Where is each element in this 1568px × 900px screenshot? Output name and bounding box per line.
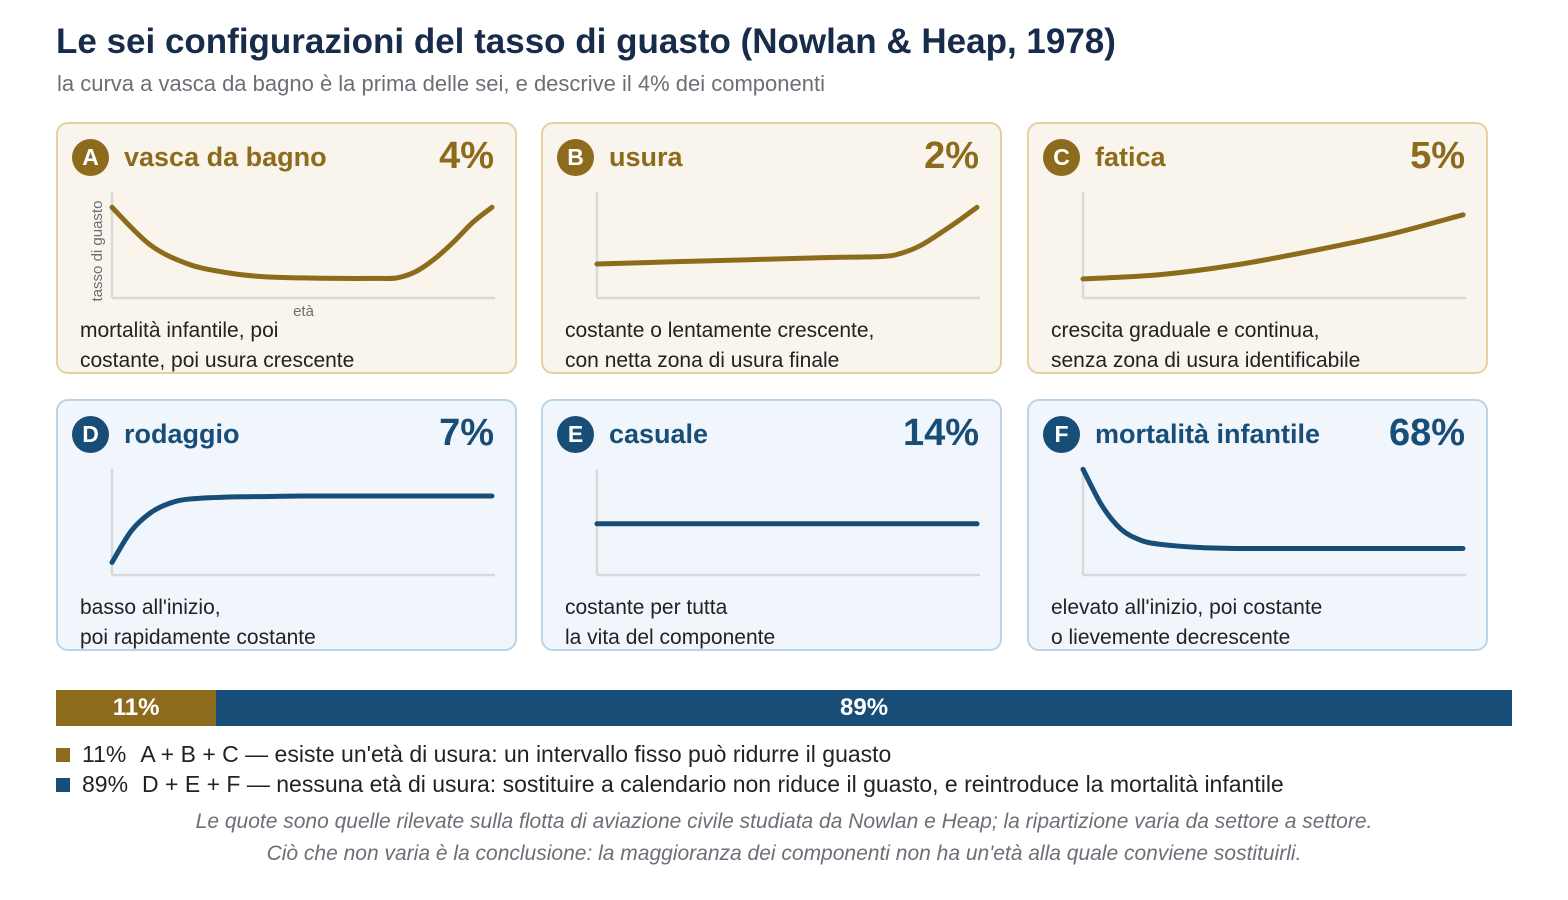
legend-swatch-no-wear — [56, 777, 70, 792]
description-line: costante o lentamente crescente, — [565, 319, 875, 342]
legend-swatch-wear — [56, 747, 70, 762]
panel-plot — [594, 469, 980, 577]
summary-bar-segment-wear: 11% — [56, 690, 217, 726]
panel-name-usura: usura — [609, 142, 683, 172]
panel-plot — [1080, 466, 1466, 577]
panel-plot: tasso di guasto età — [89, 192, 495, 320]
failure-rate-curve — [109, 493, 495, 565]
legend-item-wear: 11% A + B + C — esiste un'età di usura: … — [56, 741, 891, 768]
description-line: con netta zona di usura finale — [565, 349, 840, 372]
panel-letter-badge: F — [1043, 416, 1080, 453]
description-line: senza zona di usura identificabile — [1051, 349, 1361, 372]
x-axis-label: età — [293, 303, 315, 320]
summary-bar: 11% 89% — [56, 690, 1512, 726]
description-line: mortalità infantile, poi — [80, 319, 279, 342]
panel-description: costante o lentamente crescente, con nett… — [565, 316, 874, 376]
legend-item-no-wear: 89% D + E + F — nessuna età di usura: so… — [56, 771, 1284, 798]
panel-name-casuale: casuale — [609, 419, 709, 449]
description-line: costante per tutta — [565, 596, 728, 619]
panel-share: 68% — [1388, 412, 1465, 454]
panel-name-vasca-da-bagno: vasca da bagno — [124, 142, 327, 172]
footnote-2: Ciò che non varia è la conclusione: la m… — [266, 842, 1302, 865]
description-line: la vita del componente — [565, 626, 776, 649]
legend-text-wear: A + B + C — esiste un'età di usura: un i… — [140, 741, 892, 767]
legend-pct-no-wear: 89% — [82, 771, 129, 797]
summary-bar-segment-no-wear: 89% — [216, 690, 1512, 726]
failure-rate-curve — [109, 204, 495, 282]
panel-name-mortalita-infantile: mortalità infantile — [1095, 419, 1321, 449]
page-title: Le sei configurazioni del tasso di guast… — [56, 22, 1116, 61]
description-line: elevato all'inizio, poi costante — [1051, 596, 1323, 619]
panel-share: 5% — [1410, 135, 1465, 177]
panel-name-rodaggio: rodaggio — [124, 419, 240, 449]
panel-letter-badge: B — [557, 139, 594, 176]
panel-description: costante per tutta la vita del componente — [565, 593, 775, 653]
description-line: basso all'inizio, — [80, 596, 221, 619]
panel-share: 2% — [924, 135, 979, 177]
panel-description: elevato all'inizio, poi costante o lievem… — [1051, 593, 1322, 653]
footnote-1: Le quote sono quelle rilevate sulla flot… — [195, 810, 1373, 833]
page-subtitle: la curva a vasca da bagno è la prima del… — [57, 71, 825, 96]
panel-share: 4% — [439, 135, 494, 177]
y-axis-label: tasso di guasto — [89, 201, 106, 302]
panel-share: 7% — [439, 412, 494, 454]
panel-description: basso all'inizio, poi rapidamente costant… — [80, 593, 316, 653]
panel-name-fatica: fatica — [1095, 142, 1166, 172]
panel-description: mortalità infantile, poi costante, poi us… — [80, 316, 354, 376]
description-line: costante, poi usura crescente — [80, 349, 355, 372]
panel-letter-badge: A — [72, 139, 109, 176]
legend-pct-wear: 11% — [82, 741, 127, 767]
panel-plot — [594, 192, 980, 300]
panel-letter-badge: E — [557, 416, 594, 453]
description-line: poi rapidamente costante — [80, 626, 316, 649]
panel-plot — [109, 469, 495, 577]
panel-plot — [1080, 192, 1466, 300]
description-line: crescita graduale e continua, — [1051, 319, 1320, 342]
legend-text-no-wear: D + E + F — nessuna età di usura: sostit… — [142, 771, 1284, 797]
description-line: o lievemente decrescente — [1051, 626, 1291, 649]
failure-rate-curve — [1080, 466, 1466, 552]
panel-share: 14% — [902, 412, 979, 454]
panel-letter-badge: D — [72, 416, 109, 453]
panel-letter-badge: C — [1043, 139, 1080, 176]
failure-rate-curve — [594, 204, 980, 267]
panel-description: crescita graduale e continua, senza zona … — [1051, 316, 1360, 376]
failure-rate-curve — [1080, 212, 1466, 282]
